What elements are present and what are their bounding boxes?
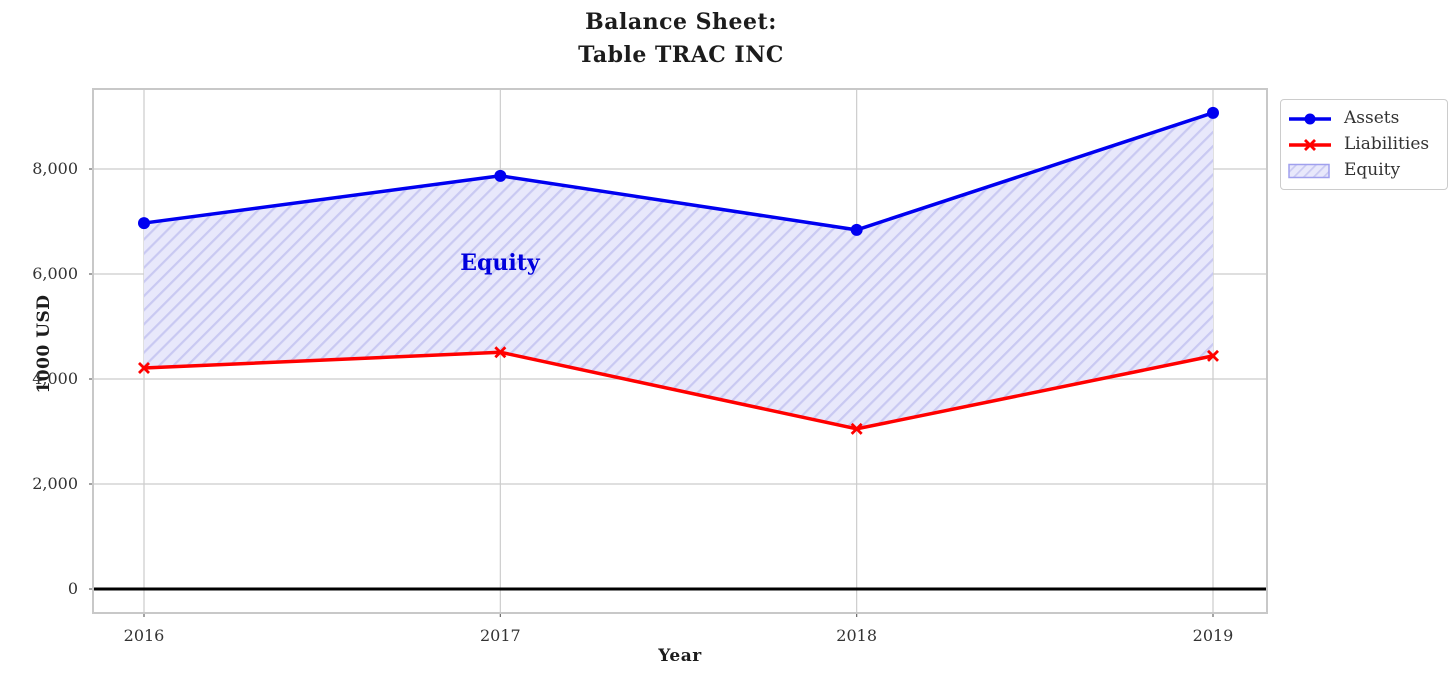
y-tick-label: 6,000 bbox=[32, 264, 78, 283]
equity-area-annotation: Equity bbox=[460, 250, 540, 276]
y-tick-label: 2,000 bbox=[32, 474, 78, 493]
legend-label-liabilities: Liabilities bbox=[1344, 134, 1430, 154]
legend: Assets Liabilities Equity bbox=[1280, 99, 1448, 190]
legend-item-liabilities: Liabilities bbox=[1287, 132, 1439, 157]
legend-item-assets: Assets bbox=[1287, 106, 1439, 131]
legend-item-equity: Equity bbox=[1287, 158, 1439, 183]
legend-label-equity: Equity bbox=[1344, 160, 1401, 180]
liabilities-line-icon bbox=[1289, 138, 1331, 151]
x-tick-label: 2016 bbox=[123, 626, 165, 645]
x-tick-label: 2018 bbox=[836, 626, 878, 645]
y-tick-label: 0 bbox=[67, 579, 78, 598]
x-tick-label: 2019 bbox=[1192, 626, 1234, 645]
equity-patch-icon bbox=[1288, 163, 1330, 178]
x-tick-label: 2017 bbox=[479, 626, 521, 645]
chart-title: Balance Sheet: Table TRAC INC bbox=[578, 9, 784, 68]
y-axis-label: 1000 USD bbox=[34, 294, 54, 394]
y-tick-label: 8,000 bbox=[32, 159, 78, 178]
x-axis-label: Year bbox=[658, 646, 702, 666]
legend-label-assets: Assets bbox=[1344, 108, 1400, 128]
assets-line-icon bbox=[1289, 113, 1331, 124]
y-tick-label: 4,000 bbox=[32, 369, 78, 388]
